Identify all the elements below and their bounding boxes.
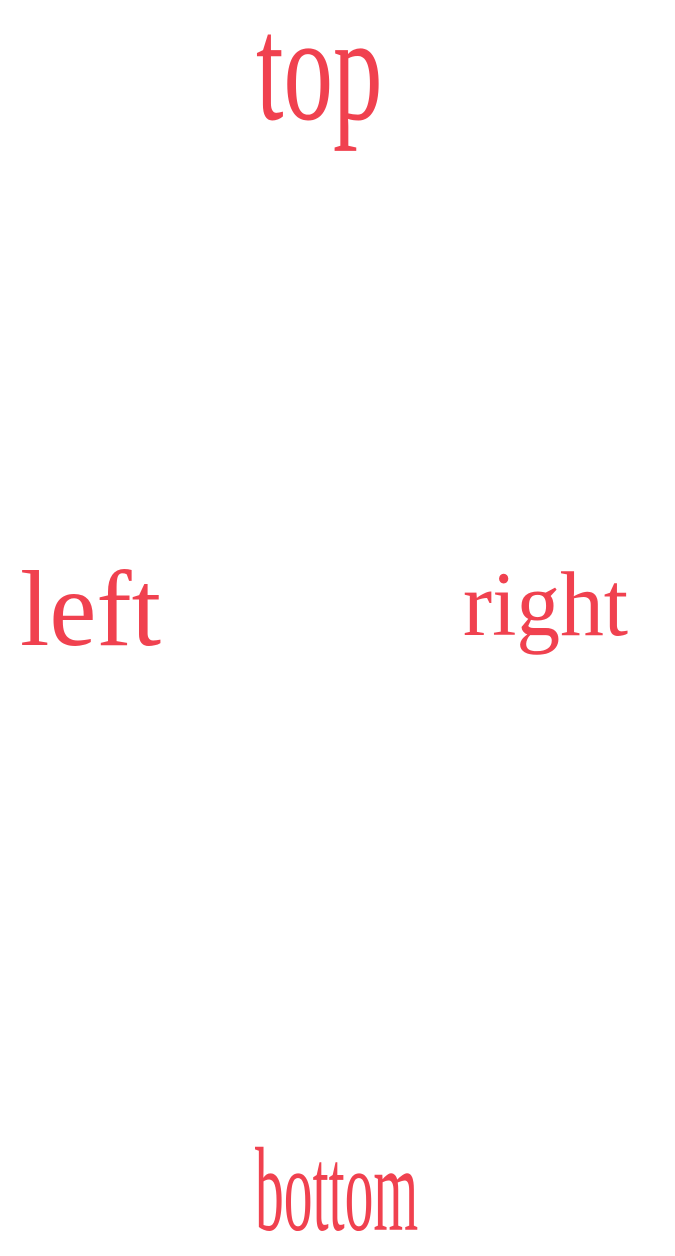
label-left: left [20, 550, 162, 669]
label-top: top [256, 0, 383, 152]
label-right: right [463, 553, 629, 655]
label-bottom: bottom [255, 1123, 419, 1256]
